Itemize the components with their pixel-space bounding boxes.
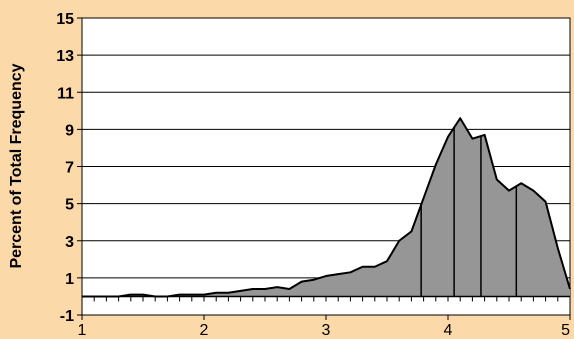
y-tick-label: 9: [65, 122, 74, 139]
y-tick-label: 1: [65, 271, 74, 288]
x-tick-label: 5: [561, 322, 570, 339]
x-tick-label: 2: [200, 322, 209, 339]
y-tick-label: 15: [56, 11, 74, 28]
x-tick-label: 1: [78, 322, 87, 339]
y-tick-label: 7: [65, 160, 74, 177]
y-tick-label: 5: [65, 197, 74, 214]
vertical-markers: [420, 127, 518, 297]
y-tick-label: -1: [60, 308, 74, 325]
y-tick-label: 11: [57, 85, 74, 102]
x-axis: 1 2 3 4 5: [78, 295, 571, 339]
x-tick-label: 4: [444, 322, 453, 339]
y-tick-label: 13: [56, 48, 74, 65]
x-tick-label: 3: [322, 322, 331, 339]
area-fill: [82, 118, 570, 297]
y-tick-label: 3: [65, 234, 74, 251]
y-axis-label: Percent of Total Frequency: [8, 63, 25, 268]
